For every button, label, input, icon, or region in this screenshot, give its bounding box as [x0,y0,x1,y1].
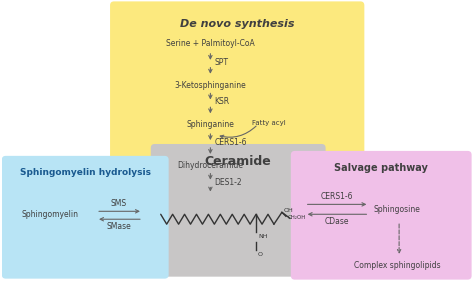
Text: DES1-2: DES1-2 [214,178,242,187]
Text: Sphingosine: Sphingosine [374,205,420,214]
Text: Dihydroceramide: Dihydroceramide [177,161,243,170]
FancyBboxPatch shape [2,156,169,279]
Text: CDase: CDase [324,217,349,226]
Text: CERS1-6: CERS1-6 [214,138,247,147]
Text: O: O [258,252,263,257]
Text: SMS: SMS [111,199,127,208]
Text: SPT: SPT [214,58,228,67]
Text: Salvage pathway: Salvage pathway [334,163,428,173]
Text: CERS1-6: CERS1-6 [320,192,353,201]
Text: Complex sphingolipids: Complex sphingolipids [355,261,441,270]
Text: Sphingomyelin: Sphingomyelin [22,210,79,219]
Text: OH: OH [284,208,293,213]
Text: Sphingomyelin hydrolysis: Sphingomyelin hydrolysis [20,168,151,177]
Text: Ceramide: Ceramide [205,155,272,168]
Text: NH: NH [258,234,267,239]
Text: KSR: KSR [214,97,229,106]
Text: SMase: SMase [107,222,131,231]
Text: 3-Ketosphinganine: 3-Ketosphinganine [174,81,246,90]
Text: Sphinganine: Sphinganine [186,120,234,129]
Text: Fatty acyl: Fatty acyl [252,120,286,126]
FancyBboxPatch shape [110,1,365,186]
Text: Serine + Palmitoyl-CoA: Serine + Palmitoyl-CoA [166,39,255,48]
FancyBboxPatch shape [151,144,326,277]
Text: De novo synthesis: De novo synthesis [180,19,294,29]
Text: CH₂OH: CH₂OH [288,215,306,220]
FancyBboxPatch shape [291,151,472,280]
